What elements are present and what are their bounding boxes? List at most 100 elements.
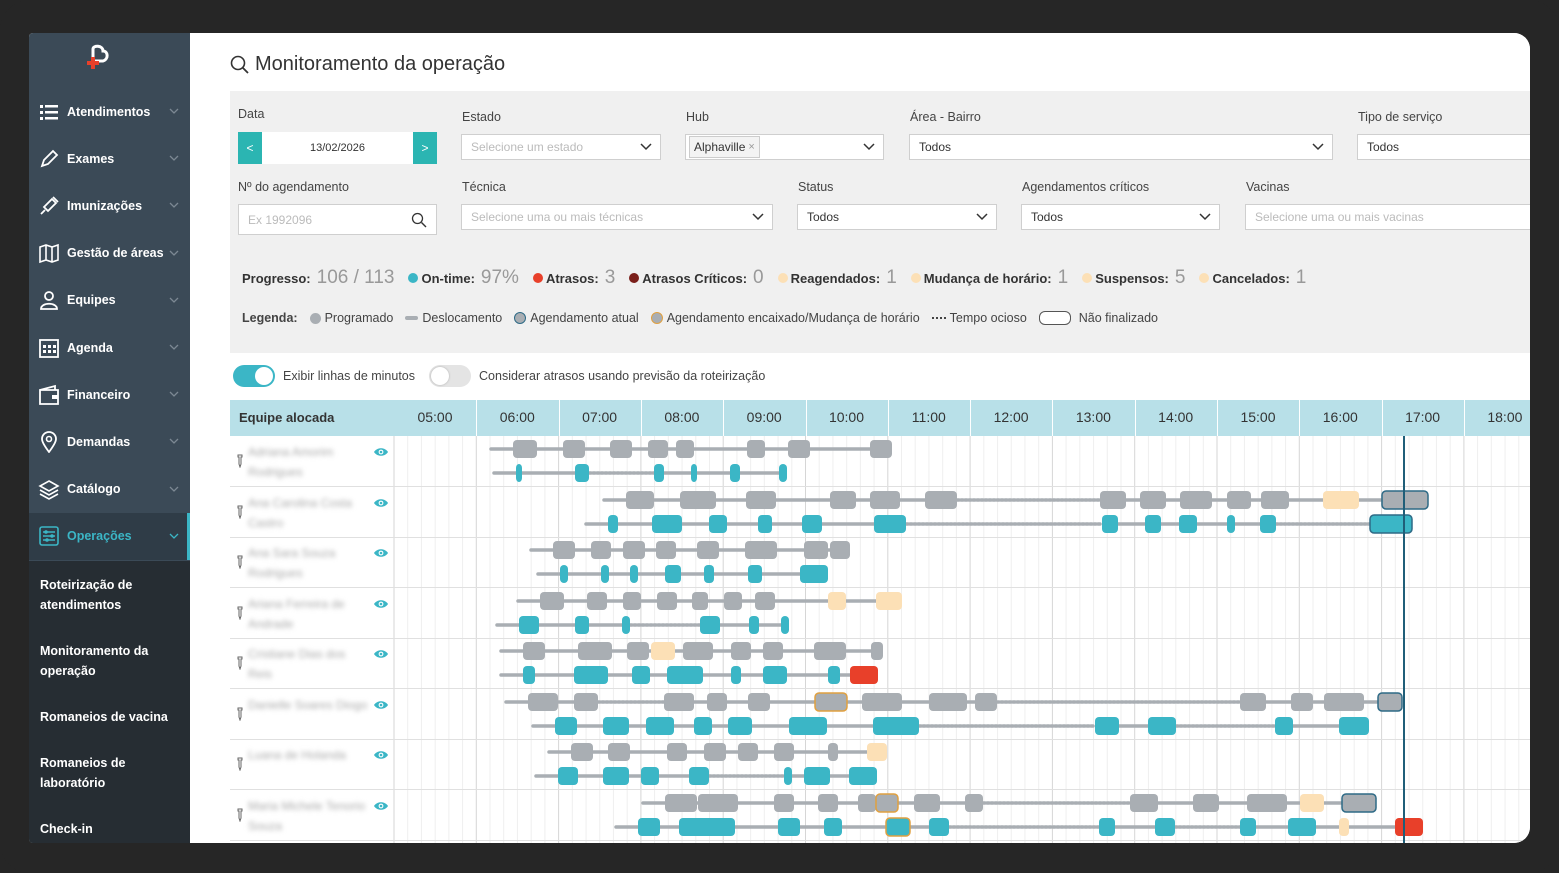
eye-icon[interactable] (373, 748, 389, 766)
chevron-down-icon (168, 341, 180, 353)
sidebar-item-demandas[interactable]: Demandas (29, 418, 190, 465)
eye-icon[interactable] (373, 546, 389, 564)
estado-placeholder: Selecione um estado (471, 140, 584, 154)
sidebar-item-label: Agenda (67, 340, 113, 355)
sidebar-item-equipes[interactable]: Equipes (29, 277, 190, 324)
eye-icon[interactable] (373, 496, 389, 514)
suspensos-value: 5 (1174, 267, 1186, 288)
submenu-monitoramento[interactable]: Monitoramento da operação (40, 644, 149, 678)
layers-icon (38, 478, 60, 501)
eye-icon[interactable] (373, 647, 389, 665)
eye-icon[interactable] (373, 698, 389, 716)
schedule-bars (529, 541, 850, 583)
criticos-progress-label: Atrasos Críticos: (642, 270, 748, 286)
legend-atual-label: Agendamento atual (530, 311, 639, 325)
sidebar-item-catálogo[interactable]: Catálogo (29, 466, 190, 513)
gantt-team-header: Equipe alocada (239, 410, 335, 425)
sidebar-item-atendimentos[interactable]: Atendimentos (29, 88, 190, 135)
agendamento-label: Nº do agendamento (238, 180, 349, 194)
vacinas-select[interactable]: Selecione uma ou mais vacinas (1245, 204, 1530, 230)
sidebar-item-agenda[interactable]: Agenda (29, 324, 190, 371)
status-value: Todos (807, 210, 840, 224)
legend-ocioso: Tempo ocioso (931, 311, 1027, 325)
sidebar-item-label: Exames (67, 151, 115, 166)
chevron-down-icon (640, 143, 652, 151)
legend-programado-label: Programado (324, 311, 394, 325)
hub-select[interactable]: Alphaville × (685, 134, 884, 160)
submenu-romaneios-vacina[interactable]: Romaneios de vacina (40, 710, 168, 724)
sidebar-item-financeiro[interactable]: Financeiro (29, 371, 190, 418)
schedule-bars (489, 440, 892, 482)
atual-dot-icon (514, 312, 527, 324)
cancelados-dot-icon (1199, 273, 1210, 283)
sidebar-item-label: Equipes (67, 293, 116, 308)
team-name: Ariana Ferreira de Andrade (248, 596, 345, 631)
atrasos-toggle[interactable] (429, 365, 472, 387)
sidebar-item-imunizações[interactable]: Imunizações (29, 182, 190, 229)
submenu-check-in[interactable]: Check-in (40, 822, 93, 836)
table-row: Danielle Soares Diogo (230, 689, 1530, 740)
vacinas-label: Vacinas (1246, 180, 1290, 194)
chevron-down-icon (168, 530, 180, 542)
team-name: Ana Carolina Costa Castro (248, 495, 353, 530)
hour-separator (476, 400, 478, 436)
technician-icon (236, 757, 244, 776)
team-name: Maria Michele Tenorio Souza (248, 798, 366, 833)
hour-label: 16:00 (1322, 409, 1358, 425)
sidebar-item-gestão-de-áreas[interactable]: Gestão de áreas (29, 230, 190, 277)
tecnica-placeholder: Selecione uma ou mais técnicas (471, 210, 644, 224)
legend-ocioso-label: Tempo ocioso (949, 311, 1027, 325)
ocioso-line-icon (931, 317, 946, 319)
sliders-icon (38, 525, 60, 547)
eye-icon[interactable] (373, 445, 389, 463)
date-input[interactable]: 13/02/2026 (262, 132, 413, 164)
eye-icon[interactable] (373, 799, 389, 817)
submenu-roteirizacao[interactable]: Roteirização de atendimentos (40, 578, 133, 612)
sidebar-item-label: Imunizações (67, 198, 143, 213)
search-icon[interactable] (411, 212, 427, 228)
status-select[interactable]: Todos (797, 204, 997, 230)
schedule-bars (534, 743, 887, 785)
date-prev-button[interactable]: < (238, 132, 262, 164)
sidebar-item-operações[interactable]: Operações (29, 512, 190, 560)
team-name: Ana Sara Souza Rodrigues (248, 546, 336, 580)
syringe-icon (38, 195, 60, 217)
table-row: Ana Sara Souza Rodrigues (230, 537, 1530, 588)
technician-icon (236, 505, 244, 524)
sidebar-item-exames[interactable]: Exames (29, 135, 190, 182)
criticos-select[interactable]: Todos (1021, 204, 1220, 230)
submenu-romaneios-laboratorio[interactable]: Romaneios de laboratório (40, 756, 126, 790)
technician-icon (236, 656, 244, 675)
atrasos-dot-icon (532, 273, 543, 283)
hour-separator (970, 400, 972, 436)
hour-separator (1463, 400, 1465, 436)
area-select[interactable]: Todos (909, 134, 1333, 160)
vacinas-placeholder: Selecione uma ou mais vacinas (1255, 210, 1424, 224)
legend-encaixado-label: Agendamento encaixado/Mudança de horário (666, 311, 920, 325)
hour-label: 10:00 (828, 409, 865, 425)
legend-nao-finalizado: Não finalizado (1038, 311, 1158, 325)
reagendados-dot-icon (777, 273, 788, 283)
tipo-servico-select[interactable]: Todos (1357, 134, 1530, 160)
cancelados-value: 1 (1295, 267, 1307, 288)
chevron-down-icon (976, 213, 988, 221)
app-screen: Atendimentos Exames Imunizações Gestão de á… (29, 33, 1530, 843)
chevron-down-icon (168, 483, 180, 495)
eye-icon[interactable] (373, 597, 389, 615)
chevron-down-icon (168, 247, 180, 259)
progress-value: 106 / 113 (316, 267, 395, 288)
chevron-down-icon (168, 105, 180, 117)
remove-tag-icon[interactable]: × (748, 141, 755, 153)
criticos-label: Agendamentos críticos (1022, 180, 1150, 194)
suspensos-label: Suspensos: (1095, 270, 1169, 286)
team-name: Cristiane Dias dos Reis (248, 647, 346, 681)
date-next-button[interactable]: > (413, 132, 437, 164)
agendamento-input[interactable]: Ex 1992096 (238, 204, 437, 235)
minutos-toggle[interactable] (233, 365, 275, 387)
chevron-down-icon (1312, 143, 1324, 151)
tecnica-select[interactable]: Selecione uma ou mais técnicas (461, 204, 773, 230)
estado-select[interactable]: Selecione um estado (461, 134, 661, 160)
chevron-down-icon (168, 388, 180, 400)
hour-label: 17:00 (1405, 409, 1441, 425)
